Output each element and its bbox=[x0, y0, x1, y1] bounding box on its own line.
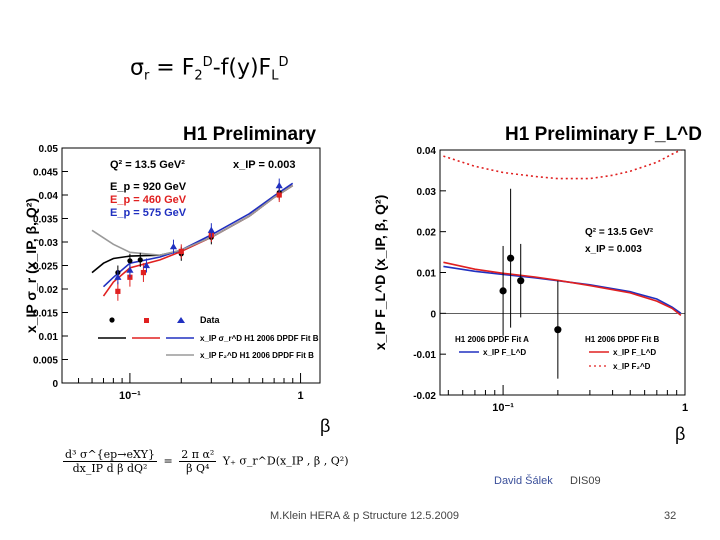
x-tick-label: 1 bbox=[297, 390, 303, 402]
y-axis-label: x_IP F_L^D (x_IP, β, Q²) bbox=[372, 195, 388, 350]
x-tick-label: 1 bbox=[682, 402, 688, 414]
formula-lhs-den: dx_IP d β dQ² bbox=[72, 462, 148, 475]
data-point bbox=[554, 326, 562, 334]
y-tick-label: -0.01 bbox=[413, 350, 436, 361]
formula-lhs: d³ σ^{ep→eXY} dx_IP d β dQ² bbox=[63, 448, 158, 475]
formula-rhs-num: 2 π α² bbox=[179, 448, 217, 462]
y-axis-label: x_IP σ_r (x_IP, β, Q²) bbox=[23, 198, 39, 333]
headline-sub-2: 2 bbox=[194, 68, 203, 84]
annotation-q2: Q² = 13.5 GeV² bbox=[110, 159, 185, 171]
headline-rest: -f(y)F bbox=[212, 55, 272, 81]
y-tick-label: 0.01 bbox=[39, 332, 59, 343]
data-point bbox=[276, 192, 282, 198]
cross-section-formula: d³ σ^{ep→eXY} dx_IP d β dQ² = 2 π α² β Q⁴ … bbox=[60, 448, 349, 475]
headline-sup-d: D bbox=[202, 55, 213, 70]
y-tick-label: 0.005 bbox=[33, 356, 58, 367]
author-name: David Šálek bbox=[494, 475, 553, 487]
data-point bbox=[114, 273, 122, 280]
data-point bbox=[140, 269, 147, 276]
fit-curve bbox=[443, 265, 682, 314]
y-tick-label: 0.02 bbox=[39, 285, 59, 296]
headline-sub-l: L bbox=[271, 68, 279, 84]
data-point bbox=[178, 248, 184, 254]
plot-frame bbox=[439, 149, 686, 396]
annotation-xip: x_IP = 0.003 bbox=[233, 159, 296, 171]
data-point bbox=[137, 257, 143, 263]
y-tick-label: 0.045 bbox=[33, 168, 58, 179]
fit-curve bbox=[443, 149, 682, 180]
y-tick-label: 0 bbox=[430, 309, 436, 320]
headline-mid: = F bbox=[149, 55, 195, 81]
y-tick-label: -0.02 bbox=[413, 391, 436, 402]
y-tick-label: 0.015 bbox=[33, 309, 58, 320]
annotation-q2: Q² = 13.5 GeV² bbox=[585, 227, 654, 238]
data-point bbox=[115, 288, 121, 294]
y-tick-label: 0.025 bbox=[33, 262, 58, 273]
slide-headline: σr = F2D-f(y)FLD bbox=[130, 55, 288, 84]
data-point bbox=[207, 226, 215, 233]
fit-curve bbox=[443, 261, 682, 317]
formula-rhs-tail: Y₊ σ_r^D(x_IP , β , Q²) bbox=[222, 454, 349, 468]
formula-lhs-num: d³ σ^{ep→eXY} bbox=[63, 448, 158, 462]
data-point bbox=[169, 243, 178, 250]
x-axis-label: β bbox=[320, 416, 330, 436]
annotation-ep-460: E_p = 460 GeV bbox=[110, 194, 187, 206]
legend-fit-b-fl: x_IP F_L^D bbox=[613, 348, 656, 357]
annotation-xip: x_IP = 0.003 bbox=[585, 244, 642, 255]
legend-marker-blue bbox=[177, 317, 185, 323]
data-point bbox=[275, 182, 283, 189]
legend-marker-black bbox=[109, 317, 115, 323]
legend-sigma-label: x_IP σ_r^D H1 2006 DPDF Fit B bbox=[200, 334, 319, 343]
y-tick-label: 0.05 bbox=[39, 144, 59, 155]
legend-marker-red bbox=[144, 318, 149, 323]
legend-f2-label: x_IP F₂^D H1 2006 DPDF Fit B bbox=[200, 351, 314, 360]
formula-rhs: 2 π α² β Q⁴ bbox=[179, 448, 217, 475]
y-tick-label: 0.04 bbox=[39, 191, 59, 202]
conference-label: DIS09 bbox=[570, 475, 601, 487]
formula-eq: = bbox=[163, 454, 173, 468]
slide-footer: M.Klein HERA & p Structure 12.5.2009 bbox=[270, 510, 459, 522]
headline-sigma: σ bbox=[130, 55, 144, 81]
y-tick-label: 0.01 bbox=[417, 269, 437, 280]
headline-sub-r: r bbox=[143, 68, 150, 84]
annotation-ep-575: E_p = 575 GeV bbox=[110, 207, 187, 219]
y-tick-label: 0.03 bbox=[417, 187, 437, 198]
data-point bbox=[127, 258, 133, 264]
y-tick-label: 0.04 bbox=[417, 146, 437, 157]
legend-fit-b: H1 2006 DPDF Fit B bbox=[585, 335, 659, 344]
y-tick-label: 0.035 bbox=[33, 215, 58, 226]
data-point bbox=[499, 287, 507, 295]
x-axis-label: β bbox=[675, 424, 685, 444]
page-number: 32 bbox=[664, 510, 677, 522]
data-point bbox=[126, 266, 134, 273]
legend-data-label: Data bbox=[200, 315, 221, 325]
x-tick-label: 10⁻¹ bbox=[119, 390, 141, 402]
chart-title: H1 Preliminary bbox=[183, 124, 316, 145]
formula-rhs-den: β Q⁴ bbox=[186, 462, 210, 475]
headline-sup-d2: D bbox=[278, 55, 289, 70]
y-tick-label: 0.02 bbox=[417, 228, 437, 239]
legend-fit-a-fl: x_IP F_L^D bbox=[483, 348, 526, 357]
data-point bbox=[507, 254, 515, 262]
left-chart: H1 Preliminary 0 0.005 0.01 0.015 0.02 0.025 0.… bbox=[23, 124, 330, 436]
annotation-ep-920: E_p = 920 GeV bbox=[110, 181, 187, 193]
legend-fit-b-f2: x_IP F₂^D bbox=[613, 362, 651, 371]
legend-fit-a: H1 2006 DPDF Fit A bbox=[455, 335, 529, 344]
chart-title: H1 Preliminary F_L^D bbox=[505, 124, 702, 145]
x-tick-label: 10⁻¹ bbox=[492, 402, 514, 414]
data-point bbox=[142, 261, 151, 269]
y-tick-label: 0 bbox=[52, 379, 58, 390]
data-point bbox=[517, 277, 525, 285]
y-tick-label: 0.03 bbox=[39, 238, 59, 249]
right-chart: H1 Preliminary F_L^D -0.02 -0.01 0 0.01 0.02 0… bbox=[372, 124, 702, 444]
